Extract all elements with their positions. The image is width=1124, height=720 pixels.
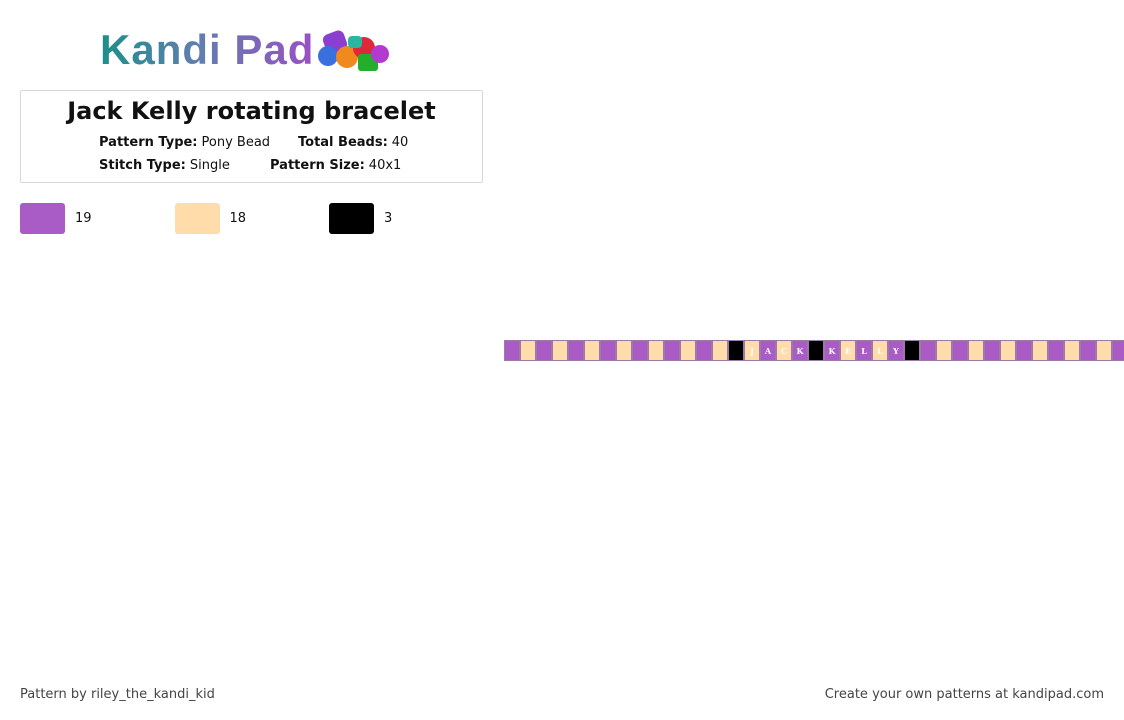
bead: L bbox=[872, 340, 888, 361]
bead: C bbox=[776, 340, 792, 361]
bead: K bbox=[792, 340, 808, 361]
bead bbox=[552, 340, 568, 361]
field-value: Pony Bead bbox=[201, 135, 271, 150]
logo-text: Kandi Pad bbox=[100, 26, 315, 73]
bead bbox=[1064, 340, 1080, 361]
field: Total Beads: 40 bbox=[298, 135, 408, 150]
color-count: 18 bbox=[229, 211, 247, 226]
field: Pattern Size: 40x1 bbox=[270, 158, 401, 173]
bead: K bbox=[824, 340, 840, 361]
bead bbox=[584, 340, 600, 361]
bead bbox=[616, 340, 632, 361]
field-value: 40x1 bbox=[368, 158, 402, 173]
bead bbox=[808, 340, 824, 361]
field-value: Single bbox=[189, 158, 230, 173]
field: Pattern Type: Pony Bead bbox=[99, 135, 270, 150]
field-value: 40 bbox=[391, 135, 409, 150]
bead bbox=[904, 340, 920, 361]
bead bbox=[936, 340, 952, 361]
bead bbox=[1096, 340, 1112, 361]
bead: Y bbox=[888, 340, 904, 361]
field-label: Pattern Type: bbox=[99, 135, 198, 150]
bead: A bbox=[760, 340, 776, 361]
logo: Kandi Pad bbox=[100, 24, 394, 76]
footer-link[interactable]: Create your own patterns at kandipad.com bbox=[824, 687, 1104, 702]
footer-credit: Pattern by riley_the_kandi_kid bbox=[20, 687, 215, 702]
bead bbox=[984, 340, 1000, 361]
field-label: Pattern Size: bbox=[270, 158, 365, 173]
bead bbox=[1000, 340, 1016, 361]
field-label: Stitch Type: bbox=[99, 158, 186, 173]
bead bbox=[600, 340, 616, 361]
bead bbox=[1016, 340, 1032, 361]
bead bbox=[1112, 340, 1124, 361]
bead bbox=[1048, 340, 1064, 361]
bead bbox=[712, 340, 728, 361]
bead bbox=[568, 340, 584, 361]
field-label: Total Beads: bbox=[298, 135, 388, 150]
bead: J bbox=[744, 340, 760, 361]
bead bbox=[504, 340, 520, 361]
color-swatch bbox=[20, 203, 65, 234]
color-swatch bbox=[174, 203, 220, 234]
bead bbox=[728, 340, 744, 361]
bead bbox=[920, 340, 936, 361]
bead bbox=[520, 340, 536, 361]
bead bbox=[648, 340, 664, 361]
color-count: 19 bbox=[75, 211, 92, 226]
bead bbox=[696, 340, 712, 361]
bead: E bbox=[840, 340, 856, 361]
bead bbox=[664, 340, 680, 361]
bead: L bbox=[856, 340, 872, 361]
color-swatch bbox=[329, 203, 374, 234]
color-count: 3 bbox=[384, 211, 393, 226]
bead bbox=[952, 340, 968, 361]
logo-icon bbox=[318, 30, 390, 71]
bead bbox=[536, 340, 552, 361]
pattern-title: Jack Kelly rotating bracelet bbox=[67, 97, 436, 125]
bead bbox=[1080, 340, 1096, 361]
field: Stitch Type: Single bbox=[99, 158, 230, 173]
bead bbox=[1032, 340, 1048, 361]
bead bbox=[632, 340, 648, 361]
info-card: Jack Kelly rotating bracelet Pattern Typ… bbox=[20, 90, 483, 183]
bead bbox=[968, 340, 984, 361]
bead bbox=[680, 340, 696, 361]
